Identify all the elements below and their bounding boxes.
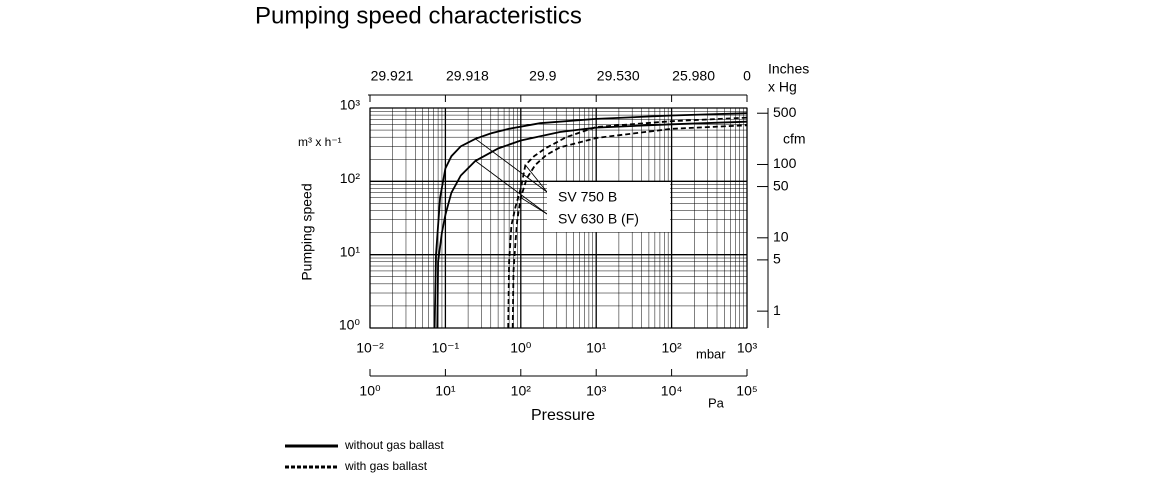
y-tick-label: 10³ xyxy=(340,97,361,113)
legend-label: without gas ballast xyxy=(344,438,444,452)
x-tick-label: 10¹ xyxy=(586,340,607,356)
x-tick-label: 10⁻² xyxy=(356,340,384,356)
x2-tick-label: 0 xyxy=(743,68,751,84)
x2-unit: x Hg xyxy=(768,79,797,95)
y-tick-label: 10⁰ xyxy=(339,317,361,333)
x-tick-label: 10³ xyxy=(737,340,758,356)
x2-unit: Inches xyxy=(768,61,809,77)
y2-tick-label: 10 xyxy=(773,229,789,245)
x-tick-label: 10⁰ xyxy=(510,340,532,356)
x-label: Pressure xyxy=(531,407,595,424)
y2-tick-label: 1 xyxy=(773,302,781,318)
x3-tick-label: 10⁵ xyxy=(736,383,757,399)
x3-tick-label: 10² xyxy=(511,383,532,399)
y2-unit: cfm xyxy=(783,131,806,147)
leader-line xyxy=(525,164,548,193)
x-tick-label: 10⁻¹ xyxy=(432,340,460,356)
y2-tick-label: 50 xyxy=(773,177,789,193)
chart-title: Pumping speed characteristics xyxy=(255,2,582,29)
x-tick-label: 10² xyxy=(661,340,682,356)
y-unit: m³ x h⁻¹ xyxy=(298,135,342,149)
x2-tick-label: 29.9 xyxy=(529,68,556,84)
curve xyxy=(507,116,748,329)
series-annotation: SV 630 B (F) xyxy=(558,211,639,227)
y2-tick-label: 500 xyxy=(773,104,797,120)
leader-line xyxy=(475,138,548,193)
x2-tick-label: 29.918 xyxy=(446,68,489,84)
x2-tick-label: 25.980 xyxy=(672,68,715,84)
legend-label: with gas ballast xyxy=(344,459,428,473)
x3-unit: Pa xyxy=(708,395,725,410)
leader-line xyxy=(475,160,548,215)
y2-tick-label: 5 xyxy=(773,251,781,267)
x3-tick-label: 10⁴ xyxy=(661,383,683,399)
annotation-box xyxy=(547,182,670,232)
curve xyxy=(511,124,748,329)
curve xyxy=(433,112,748,329)
y2-tick-label: 100 xyxy=(773,155,797,171)
x2-tick-label: 29.921 xyxy=(371,68,414,84)
y-tick-label: 10² xyxy=(340,170,361,186)
x3-tick-label: 10⁰ xyxy=(359,383,381,399)
x3-tick-label: 10¹ xyxy=(435,383,456,399)
y-label: Pumping speed xyxy=(299,183,315,280)
x2-tick-label: 29.530 xyxy=(597,68,640,84)
leader-line xyxy=(520,197,548,215)
x3-tick-label: 10³ xyxy=(586,383,607,399)
y-tick-label: 10¹ xyxy=(340,243,361,259)
series-annotation: SV 750 B xyxy=(558,189,617,205)
x-unit: mbar xyxy=(696,346,726,361)
